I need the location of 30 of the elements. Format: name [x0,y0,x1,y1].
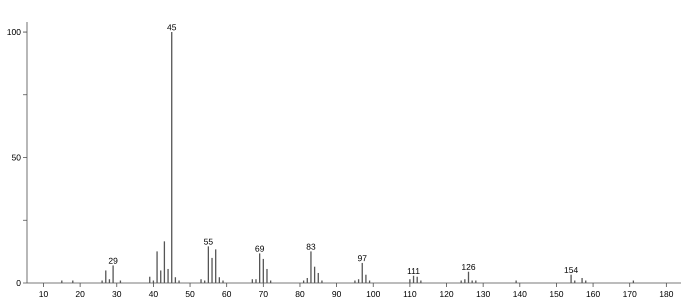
y-tick-label: 50 [12,154,21,161]
annotation: 55 [204,238,213,245]
annotation: 126 [462,264,476,270]
x-tick-label: 50 [186,291,194,298]
y-tick-label: 0 [16,280,21,286]
y-tick-label: 100 [7,29,21,36]
x-tick-label: 20 [76,291,85,298]
x-tick-label: 120 [440,291,454,298]
x-tick-label: 130 [476,291,490,298]
annotation: 83 [306,244,316,250]
x-tick-label: 170 [623,291,636,298]
x-tick-label: 150 [550,291,564,298]
x-tick-label: 60 [222,291,232,298]
x-tick-label: 160 [586,291,600,298]
x-tick-label: 110 [404,291,416,298]
annotation: 154 [564,267,578,274]
x-tick-label: 140 [513,291,527,298]
x-tick-label: 90 [332,291,341,298]
annotation: 111 [408,268,420,274]
x-tick-label: 10 [39,291,48,298]
x-tick-label: 70 [259,291,268,298]
x-tick-label: 100 [366,291,380,298]
annotation: 45 [167,24,176,30]
x-tick-label: 80 [296,291,304,298]
annotation: 69 [255,246,264,252]
x-tick-label: 30 [112,291,122,298]
annotation: 29 [108,258,118,264]
annotation: 97 [358,255,367,262]
x-tick-label: 40 [148,291,158,298]
x-tick-label: 180 [660,291,674,298]
